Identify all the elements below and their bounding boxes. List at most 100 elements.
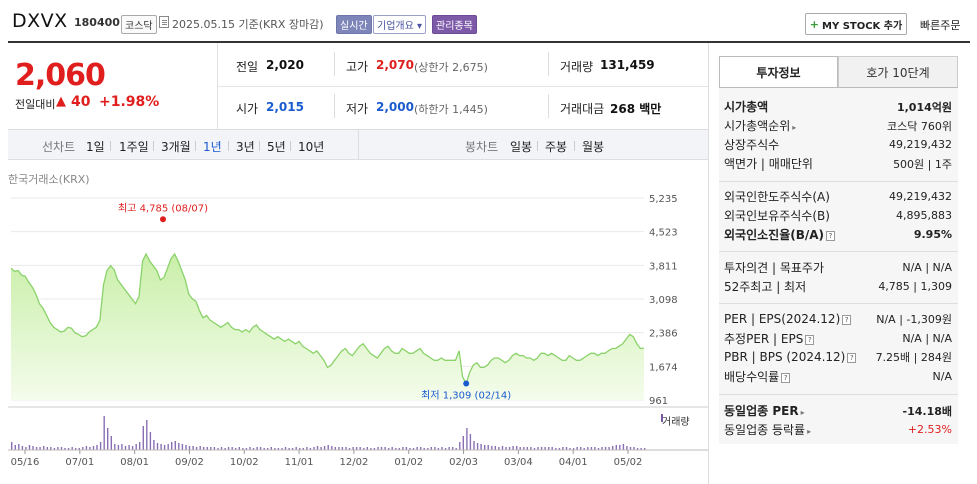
price-box <box>8 43 218 129</box>
triangle-right-icon[interactable]: ▸ <box>792 123 797 132</box>
managed-stock-badge: 관리종목 <box>432 15 477 34</box>
realtime-button[interactable]: 실시간 <box>336 15 372 34</box>
y-tick-label: 5,235 <box>649 194 678 205</box>
candle-monthly[interactable]: 월봉 <box>582 140 605 154</box>
y-tick-label: 3,098 <box>649 295 678 306</box>
price-line <box>10 252 645 386</box>
volume-bar <box>245 448 248 450</box>
x-tick-label: 05/02 <box>614 457 643 468</box>
lower-limit: (하한가 1,445) <box>414 103 488 116</box>
volume-bar <box>39 447 41 450</box>
volume-bar <box>398 448 400 450</box>
info-value: 9.95% <box>913 228 952 241</box>
tab-orderbook[interactable]: 호가 10단계 <box>838 56 958 88</box>
info-label: 외국인보유주식수(B) <box>724 209 830 223</box>
stat-divider <box>334 94 335 118</box>
info-value: 4,785 | 1,309 <box>878 280 952 293</box>
volume-bar <box>523 447 525 450</box>
volume-bar <box>608 447 610 450</box>
info-row: PER | EPS(2024.12)? N/A | -1,309원 <box>724 311 952 327</box>
triangle-right-icon[interactable]: ▸ <box>800 408 805 417</box>
triangle-right-icon[interactable]: ▸ <box>807 427 812 436</box>
volume-bar <box>302 448 304 450</box>
volume-bar <box>174 441 176 450</box>
volume-bar <box>597 448 600 450</box>
quick-order-link[interactable]: 빠른주문 <box>920 19 961 32</box>
volume-bar <box>195 447 198 450</box>
volume-bar <box>213 447 216 450</box>
volume-bar <box>103 416 105 450</box>
volume-bar <box>580 447 582 450</box>
info-label: 투자의견 | 목표주가 <box>724 261 824 275</box>
volume-bar <box>473 441 475 450</box>
period-divider <box>153 141 154 151</box>
info-row: 추정PER | EPS? N/A | N/A <box>724 330 952 347</box>
period-1d[interactable]: 1일 <box>86 140 105 154</box>
stock-name: DXVX <box>12 10 68 32</box>
volume-bar <box>160 444 162 450</box>
volume-legend-marker <box>661 414 663 422</box>
volume-bar <box>388 448 390 450</box>
help-icon[interactable]: ? <box>805 334 815 345</box>
price-change: 40 <box>71 94 91 110</box>
volume-bar <box>327 445 329 450</box>
volume-bar <box>188 446 191 450</box>
volume-bar <box>441 447 443 450</box>
volume-bar <box>14 445 16 450</box>
info-value: 7.25배 | 284원 <box>875 351 952 364</box>
volume-bar <box>107 428 109 450</box>
stats-row-divider <box>218 86 708 87</box>
volume-bar <box>537 447 539 450</box>
x-tick-label: 02/03 <box>449 457 478 468</box>
volume-bar <box>46 447 48 450</box>
help-icon[interactable]: ? <box>781 372 791 383</box>
volume-bar <box>75 448 77 450</box>
period-3m[interactable]: 3개월 <box>161 140 191 154</box>
up-triangle-icon: ▲ <box>56 94 66 109</box>
volume-bar <box>533 448 536 450</box>
volume-bar <box>434 447 436 450</box>
candle-daily[interactable]: 일봉 <box>510 140 533 154</box>
help-icon[interactable]: ? <box>826 230 836 241</box>
help-icon[interactable]: ? <box>842 314 852 325</box>
volume-bar <box>60 447 63 450</box>
volume-bar <box>306 447 308 450</box>
period-3y[interactable]: 3년 <box>236 140 255 154</box>
tab-investment-info[interactable]: 투자정보 <box>719 56 838 88</box>
volume-bar <box>85 446 88 450</box>
x-tick-label: 07/01 <box>65 457 94 468</box>
company-overview-dropdown[interactable]: 기업개요 ▾ <box>373 15 426 34</box>
volume-bar <box>32 446 34 450</box>
add-my-stock-button[interactable]: + MY STOCK 추가 <box>805 13 907 35</box>
volume-bar <box>167 444 169 450</box>
info-value: 4,895,883 <box>896 209 952 222</box>
volume-bar <box>82 447 84 450</box>
period-divider <box>228 141 229 151</box>
price-chart[interactable]: 5,235 4,523 3,811 3,098 2,386 1,674 961 최고 4,78… <box>8 188 708 478</box>
volume-bar <box>57 447 59 450</box>
info-label: 52주최고 | 최저 <box>724 280 807 294</box>
volume-bar <box>178 443 180 450</box>
chart-source: 한국거래소(KRX) <box>8 173 90 186</box>
volume-bar <box>530 447 532 450</box>
x-tick-label: 11/01 <box>285 457 314 468</box>
period-1y[interactable]: 1년 <box>203 140 222 154</box>
period-1w[interactable]: 1주일 <box>119 140 149 154</box>
volume-bar <box>316 446 319 450</box>
header-divider <box>8 41 970 43</box>
high-label: 고가 <box>346 60 369 74</box>
volume-bar <box>117 445 120 450</box>
volume-bar <box>619 445 621 450</box>
volume-bar <box>146 420 148 450</box>
period-10y[interactable]: 10년 <box>298 140 325 154</box>
volume-bar <box>505 447 507 450</box>
info-label: 배당수익률 <box>724 370 780 384</box>
period-5y[interactable]: 5년 <box>267 140 286 154</box>
low-value: 2,000 <box>376 100 414 114</box>
volume-bar <box>377 447 379 450</box>
volume-bar <box>384 447 386 450</box>
price-change-percent: +1.98% <box>99 94 160 110</box>
upper-limit: (상한가 2,675) <box>414 61 488 74</box>
candle-weekly[interactable]: 주봉 <box>545 140 568 154</box>
help-icon[interactable]: ? <box>847 352 857 363</box>
